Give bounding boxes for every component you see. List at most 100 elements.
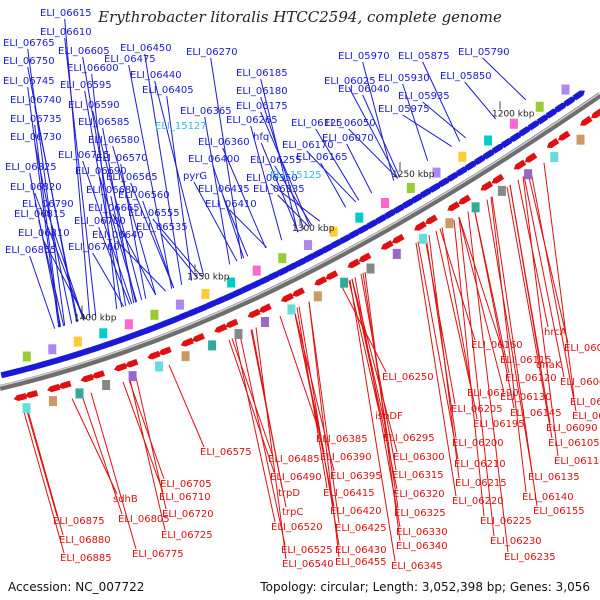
- forward-gene-arrow: [527, 120, 541, 131]
- forward-gene-label: ELI_06025: [324, 76, 376, 87]
- forward-gene-label: ELI_06535: [136, 222, 188, 233]
- forward-gene-label: ELI_06610: [40, 27, 92, 38]
- forward-gene-arrow: [276, 266, 290, 277]
- reverse-leader-line: [417, 241, 459, 460]
- reverse-gene-label: ispDF: [375, 411, 403, 422]
- forward-gene-arrow: [384, 209, 398, 219]
- forward-gene-label: ELI_06820: [10, 182, 62, 193]
- reverse-leader-line: [458, 216, 505, 356]
- reverse-leader-line: [506, 186, 553, 439]
- reverse-gene-arrow: [591, 108, 600, 119]
- forward-leader-line: [362, 94, 401, 178]
- forward-gene-label: ELI_06855: [5, 245, 57, 256]
- gene-category-block: [445, 218, 454, 229]
- forward-gene-label: ELI_06730: [10, 132, 62, 143]
- forward-leader-line: [315, 128, 360, 201]
- forward-leader-line: [64, 18, 91, 319]
- forward-gene-label: ELI_06680: [86, 185, 138, 196]
- forward-gene-label: ELI_06750: [3, 56, 55, 67]
- reverse-gene-label: ELI_06120: [505, 373, 557, 384]
- forward-gene-arrow: [482, 149, 496, 160]
- highlighted-gene-label: ELI_15127: [155, 121, 207, 132]
- reverse-leader-line: [491, 196, 538, 507]
- forward-gene-arrow: [241, 284, 255, 294]
- forward-gene-label: ELI_06745: [3, 76, 55, 87]
- scale-tick-label: 1300 kbp: [292, 224, 335, 234]
- reverse-gene-label: ELI_06060: [560, 377, 600, 388]
- reverse-gene-label: ELI_06725: [161, 530, 213, 541]
- reverse-gene-label: ELI_06225: [480, 516, 532, 527]
- forward-leader-line: [152, 218, 203, 277]
- map-title: Erythrobacter litoralis HTCC2594, comple…: [98, 8, 502, 26]
- forward-leader-line: [348, 86, 399, 179]
- reverse-gene-label: ELI_06575: [200, 447, 252, 458]
- reverse-leader-line: [129, 379, 166, 531]
- forward-leader-line: [274, 165, 313, 226]
- forward-gene-label: ELI_06165: [296, 152, 348, 163]
- reverse-gene-arrow: [91, 370, 105, 379]
- forward-gene-label: ELI_06810: [18, 228, 70, 239]
- forward-gene-label: ELI_06265: [226, 115, 278, 126]
- reverse-gene-label: ELI_06875: [53, 516, 105, 527]
- reverse-leader-line: [255, 327, 287, 560]
- reverse-gene-label: ELI_06425: [335, 523, 387, 534]
- reverse-gene-label: ELI_06325: [394, 508, 446, 519]
- reverse-gene-arrow: [546, 137, 560, 148]
- forward-gene-arrow: [303, 253, 317, 263]
- reverse-gene-label: ELI_06220: [452, 496, 504, 507]
- gene-category-block: [304, 240, 312, 251]
- forward-leader-line: [34, 142, 73, 324]
- gene-category-block: [509, 118, 518, 129]
- gene-category-block: [524, 169, 533, 180]
- reverse-gene-label: ELI_06385: [316, 434, 368, 445]
- forward-gene-label: ELI_06555: [128, 208, 180, 219]
- forward-leader-line: [212, 164, 245, 259]
- reverse-gene-arrow: [147, 350, 161, 360]
- gene-tracks: [0, 84, 600, 414]
- forward-leader-line: [229, 209, 268, 248]
- forward-gene-arrow: [294, 257, 308, 268]
- forward-gene-arrow: [429, 182, 442, 193]
- reverse-gene-label: dnaK: [536, 360, 562, 371]
- forward-leader-line: [128, 64, 173, 289]
- reverse-leader-line: [234, 336, 276, 523]
- reverse-gene-arrow: [425, 214, 438, 225]
- scale-tick-label: 1250 kbp: [392, 170, 435, 180]
- gene-category-block: [75, 388, 84, 399]
- reverse-gene-arrow: [358, 252, 372, 263]
- reverse-gene-arrow: [214, 323, 228, 333]
- forward-gene-arrow: [438, 177, 451, 188]
- gene-category-block: [261, 317, 269, 327]
- forward-gene-arrow: [267, 271, 281, 281]
- reverse-gene-arrow: [58, 380, 72, 389]
- reverse-gene-arrow: [524, 152, 538, 163]
- gene-category-block: [252, 265, 261, 276]
- reverse-gene-arrow: [557, 130, 571, 141]
- gene-category-block: [175, 299, 184, 310]
- forward-leader-line: [27, 86, 60, 328]
- reverse-gene-arrow: [13, 393, 27, 402]
- reverse-leader-line: [23, 411, 65, 554]
- gene-category-block: [576, 134, 585, 145]
- forward-leader-line: [64, 37, 97, 317]
- reverse-leader-line: [128, 379, 165, 480]
- gene-category-block: [22, 351, 31, 362]
- forward-gene-arrow: [312, 248, 326, 259]
- forward-leader-line: [116, 240, 167, 292]
- forward-gene-label: ELI_06050: [324, 118, 376, 129]
- reverse-gene-arrow: [125, 358, 139, 368]
- reverse-leader-line: [453, 220, 485, 517]
- reverse-leader-line: [490, 196, 527, 493]
- reverse-leader-line: [425, 236, 457, 439]
- forward-gene-label: ELI_06405: [142, 85, 194, 96]
- gene-category-block: [355, 212, 364, 223]
- topology-text: Topology: circular; Length: 3,052,398 bp…: [260, 580, 590, 594]
- gene-category-block: [49, 396, 57, 407]
- forward-gene-arrow: [250, 279, 264, 290]
- forward-gene-label: ELI_06450: [120, 43, 172, 54]
- reverse-leader-line: [81, 395, 123, 515]
- forward-gene-label: ELI_06740: [10, 95, 62, 106]
- reverse-leader-line: [239, 334, 286, 546]
- scale-tick-label: 1200 kbp: [492, 109, 535, 119]
